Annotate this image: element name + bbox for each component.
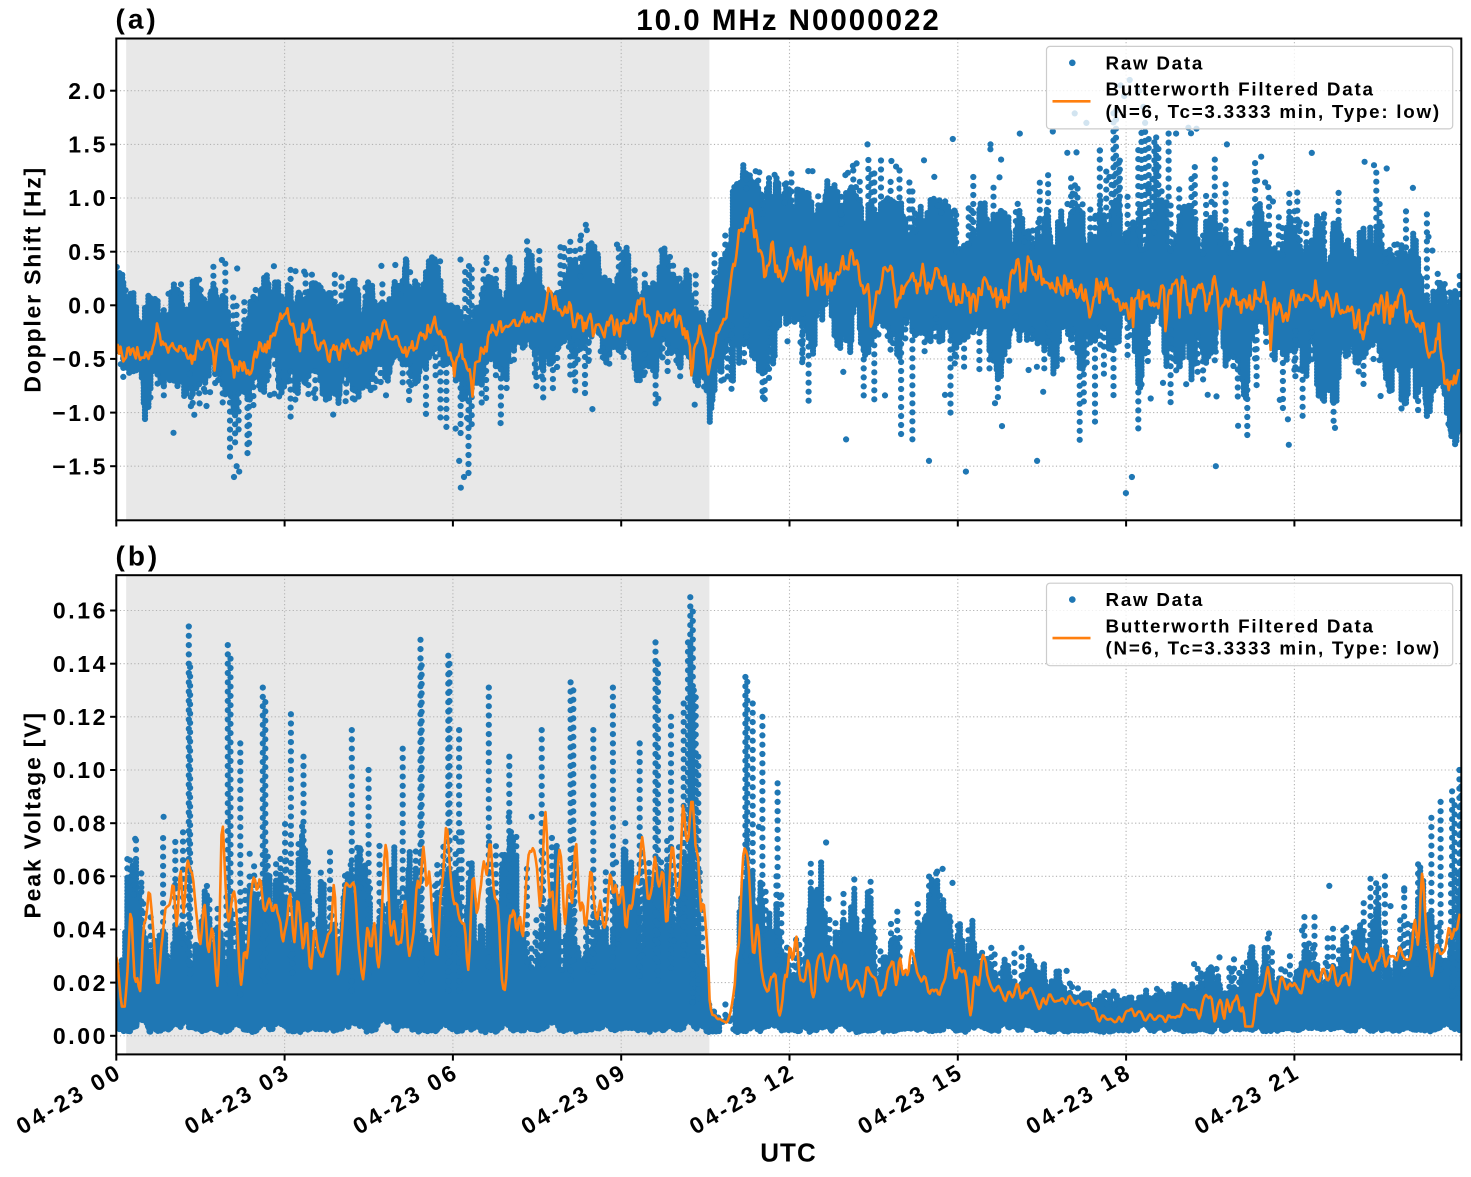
svg-text:0.06: 0.06 [53, 864, 108, 890]
svg-text:(N=6, Tc=3.3333 min, Type: low: (N=6, Tc=3.3333 min, Type: low) [1106, 638, 1441, 659]
svg-text:(a): (a) [116, 4, 159, 35]
svg-text:1.5: 1.5 [68, 132, 108, 158]
svg-text:Doppler Shift [Hz]: Doppler Shift [Hz] [20, 166, 46, 393]
svg-text:Raw Data: Raw Data [1106, 589, 1205, 610]
svg-text:10.0 MHz N0000022: 10.0 MHz N0000022 [636, 4, 941, 37]
svg-text:0.12: 0.12 [53, 704, 108, 730]
svg-text:0.00: 0.00 [53, 1023, 108, 1049]
svg-text:0.16: 0.16 [53, 598, 108, 624]
svg-text:0.10: 0.10 [53, 757, 108, 783]
svg-text:(N=6, Tc=3.3333 min, Type: low: (N=6, Tc=3.3333 min, Type: low) [1106, 101, 1441, 122]
svg-text:Peak Voltage [V]: Peak Voltage [V] [20, 711, 46, 918]
svg-text:−1.0: −1.0 [52, 400, 108, 426]
svg-text:0.04: 0.04 [53, 917, 108, 943]
svg-text:(b): (b) [116, 540, 161, 571]
svg-text:0.5: 0.5 [68, 239, 108, 265]
svg-text:−1.5: −1.5 [52, 453, 108, 479]
svg-text:Butterworth Filtered Data: Butterworth Filtered Data [1106, 615, 1375, 636]
svg-text:1.0: 1.0 [68, 185, 108, 211]
svg-text:0.08: 0.08 [53, 810, 108, 836]
svg-text:Butterworth Filtered Data: Butterworth Filtered Data [1106, 79, 1375, 100]
svg-text:0.14: 0.14 [53, 651, 108, 677]
svg-text:UTC: UTC [760, 1138, 816, 1168]
svg-text:Raw Data: Raw Data [1106, 52, 1205, 73]
svg-text:−0.5: −0.5 [52, 346, 108, 372]
svg-text:0.0: 0.0 [68, 293, 108, 319]
svg-text:2.0: 2.0 [68, 78, 108, 104]
svg-text:0.02: 0.02 [53, 970, 108, 996]
